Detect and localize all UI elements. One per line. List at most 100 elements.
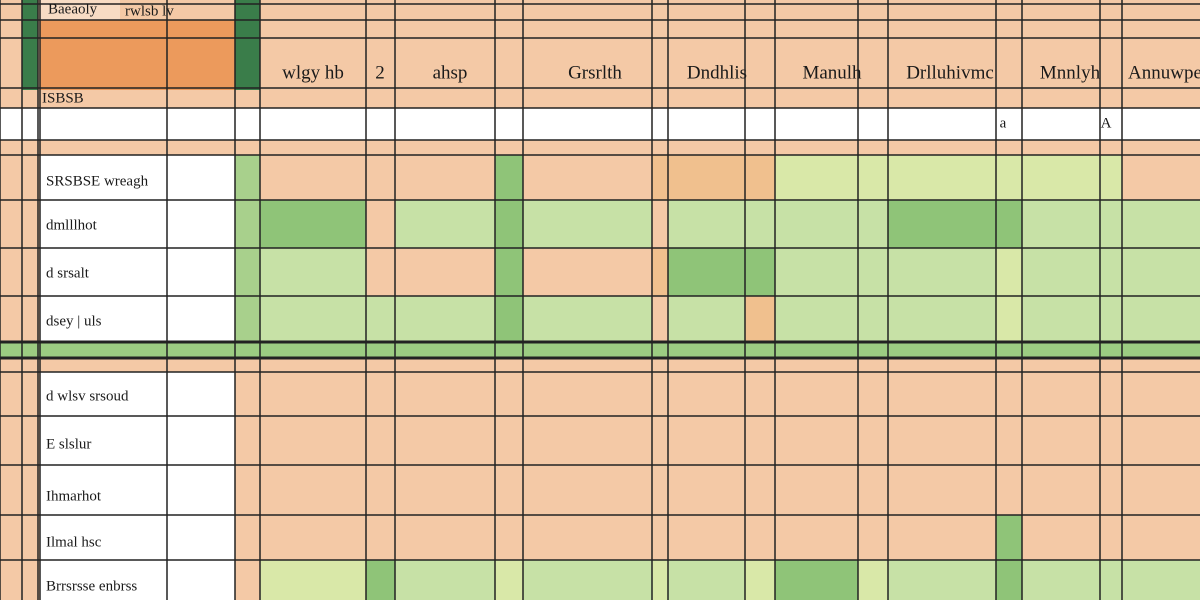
cell bbox=[745, 155, 775, 200]
cell bbox=[495, 155, 523, 200]
cell bbox=[652, 560, 668, 600]
cell bbox=[996, 200, 1022, 248]
cell bbox=[523, 296, 652, 342]
cell bbox=[858, 200, 888, 248]
cell bbox=[495, 296, 523, 342]
cell bbox=[775, 155, 858, 200]
column-header: Manulh bbox=[802, 62, 862, 83]
cell bbox=[652, 200, 668, 248]
cell bbox=[888, 248, 996, 296]
cell bbox=[668, 248, 745, 296]
cell bbox=[858, 155, 888, 200]
cell bbox=[1022, 560, 1100, 600]
cell bbox=[652, 248, 668, 296]
cell bbox=[1100, 155, 1122, 200]
cell bbox=[745, 296, 775, 342]
cell bbox=[775, 200, 858, 248]
cell bbox=[888, 560, 996, 600]
cell bbox=[1122, 296, 1200, 342]
row-label: Ilmal hsc bbox=[46, 534, 102, 550]
cell bbox=[1122, 200, 1200, 248]
cell bbox=[888, 155, 996, 200]
cell bbox=[366, 248, 395, 296]
cell bbox=[652, 296, 668, 342]
cell bbox=[996, 296, 1022, 342]
cell bbox=[888, 296, 996, 342]
cell bbox=[1022, 296, 1100, 342]
cell bbox=[366, 560, 395, 600]
cell bbox=[1022, 155, 1100, 200]
cell bbox=[523, 560, 652, 600]
cell bbox=[1100, 248, 1122, 296]
cell bbox=[996, 515, 1022, 560]
cell bbox=[395, 560, 495, 600]
cell bbox=[668, 560, 745, 600]
row-label: d srsalt bbox=[46, 265, 90, 281]
band bbox=[0, 342, 1200, 358]
column-header: 2 bbox=[375, 62, 385, 83]
cell bbox=[366, 200, 395, 248]
cell bbox=[1122, 560, 1200, 600]
column-header: Annuwpe bbox=[1128, 62, 1200, 83]
cell bbox=[1100, 296, 1122, 342]
row-label: dsey | uls bbox=[46, 313, 102, 329]
frozen-col bbox=[235, 0, 260, 90]
cell bbox=[1122, 155, 1200, 200]
cell bbox=[1122, 248, 1200, 296]
cell bbox=[260, 155, 366, 200]
cell bbox=[1100, 560, 1122, 600]
input-mark: a bbox=[1000, 115, 1007, 131]
cell bbox=[366, 296, 395, 342]
frozen-col bbox=[22, 0, 38, 90]
row-label: SRSBSE wreagh bbox=[46, 173, 149, 189]
cell bbox=[395, 155, 495, 200]
input-mark: A bbox=[1101, 115, 1112, 131]
column-header: wlgy hb bbox=[282, 62, 344, 83]
tab-label: Baeaoly bbox=[48, 1, 98, 17]
cell bbox=[523, 200, 652, 248]
column-header: Dndhlis bbox=[687, 62, 747, 83]
cell bbox=[775, 296, 858, 342]
column-header: ahsp bbox=[433, 62, 468, 83]
column-header: Drlluhivmc bbox=[906, 62, 994, 83]
cell bbox=[495, 560, 523, 600]
cell bbox=[260, 248, 366, 296]
cell bbox=[745, 200, 775, 248]
cell bbox=[395, 296, 495, 342]
row-label: d wlsv srsoud bbox=[46, 388, 129, 404]
cell bbox=[745, 560, 775, 600]
cell bbox=[668, 296, 745, 342]
row-label: Ihmarhot bbox=[46, 488, 102, 504]
cell bbox=[1022, 200, 1100, 248]
cell bbox=[260, 560, 366, 600]
cell bbox=[745, 248, 775, 296]
cell bbox=[858, 296, 888, 342]
row-label: E slslur bbox=[46, 436, 91, 452]
cell bbox=[775, 560, 858, 600]
subtitle: rwlsb lv bbox=[125, 3, 174, 19]
cell bbox=[366, 155, 395, 200]
row-label: dmlllhot bbox=[46, 217, 98, 233]
header-cell bbox=[40, 20, 235, 90]
cell bbox=[495, 200, 523, 248]
cell bbox=[260, 200, 366, 248]
cell bbox=[1022, 248, 1100, 296]
column-header: Mnnlyh bbox=[1040, 62, 1101, 83]
input-row bbox=[0, 108, 1200, 140]
row-label: Brrsrsse enbrss bbox=[46, 578, 137, 594]
cell bbox=[395, 248, 495, 296]
cell bbox=[996, 248, 1022, 296]
cell bbox=[668, 200, 745, 248]
cell bbox=[858, 248, 888, 296]
cell bbox=[652, 155, 668, 200]
cell bbox=[495, 248, 523, 296]
column-header: Grsrlth bbox=[568, 62, 622, 83]
cell bbox=[858, 560, 888, 600]
cell bbox=[1100, 200, 1122, 248]
cell bbox=[996, 155, 1022, 200]
sheet-label: ISBSB bbox=[42, 90, 84, 106]
cell bbox=[996, 560, 1022, 600]
cell bbox=[775, 248, 858, 296]
